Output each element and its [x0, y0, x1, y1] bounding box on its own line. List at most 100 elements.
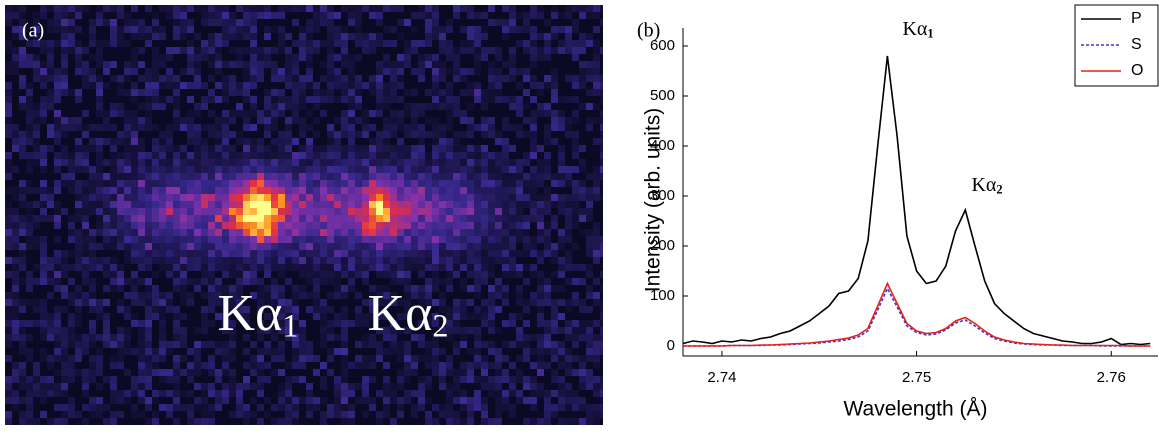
image-pixel: [369, 152, 376, 159]
image-pixel: [110, 257, 117, 264]
image-pixel: [467, 89, 474, 96]
image-pixel: [292, 243, 299, 250]
image-pixel: [110, 229, 117, 236]
image-pixel: [166, 75, 173, 82]
image-pixel: [187, 26, 194, 33]
image-pixel: [453, 47, 460, 54]
image-pixel: [341, 236, 348, 243]
image-pixel: [530, 173, 537, 180]
image-pixel: [593, 376, 600, 383]
image-pixel: [565, 264, 572, 271]
image-pixel: [551, 222, 558, 229]
image-pixel: [551, 390, 558, 397]
image-pixel: [68, 320, 75, 327]
image-pixel: [138, 257, 145, 264]
image-pixel: [537, 110, 544, 117]
image-pixel: [173, 229, 180, 236]
image-pixel: [460, 208, 467, 215]
image-pixel: [264, 47, 271, 54]
image-pixel: [593, 243, 600, 250]
image-pixel: [285, 404, 292, 411]
image-pixel: [201, 257, 208, 264]
image-pixel: [523, 229, 530, 236]
image-pixel: [544, 33, 551, 40]
image-pixel: [488, 383, 495, 390]
image-pixel: [173, 124, 180, 131]
image-pixel: [313, 96, 320, 103]
image-pixel: [579, 320, 586, 327]
image-pixel: [502, 222, 509, 229]
image-pixel: [61, 61, 68, 68]
image-pixel: [453, 12, 460, 19]
image-pixel: [103, 159, 110, 166]
image-pixel: [355, 19, 362, 26]
image-pixel: [383, 271, 390, 278]
image-pixel: [138, 47, 145, 54]
image-pixel: [201, 404, 208, 411]
image-pixel: [432, 159, 439, 166]
image-pixel: [453, 173, 460, 180]
image-pixel: [558, 180, 565, 187]
image-pixel: [40, 376, 47, 383]
image-pixel: [243, 257, 250, 264]
image-pixel: [117, 362, 124, 369]
image-pixel: [558, 243, 565, 250]
image-pixel: [89, 33, 96, 40]
image-pixel: [173, 166, 180, 173]
image-pixel: [558, 47, 565, 54]
image-pixel: [47, 334, 54, 341]
image-pixel: [5, 292, 12, 299]
image-pixel: [166, 348, 173, 355]
image-pixel: [341, 257, 348, 264]
image-pixel: [397, 369, 404, 376]
image-pixel: [432, 229, 439, 236]
image-pixel: [243, 138, 250, 145]
image-pixel: [334, 215, 341, 222]
image-pixel: [187, 54, 194, 61]
image-pixel: [159, 75, 166, 82]
image-pixel: [201, 327, 208, 334]
image-pixel: [285, 124, 292, 131]
image-pixel: [341, 229, 348, 236]
image-pixel: [327, 222, 334, 229]
image-pixel: [341, 180, 348, 187]
image-pixel: [313, 250, 320, 257]
image-pixel: [82, 383, 89, 390]
image-pixel: [131, 411, 138, 418]
image-pixel: [523, 19, 530, 26]
image-pixel: [292, 355, 299, 362]
image-pixel: [474, 54, 481, 61]
image-pixel: [40, 187, 47, 194]
image-pixel: [565, 12, 572, 19]
image-pixel: [243, 222, 250, 229]
image-pixel: [285, 243, 292, 250]
image-pixel: [334, 411, 341, 418]
image-pixel: [222, 40, 229, 47]
image-pixel: [495, 180, 502, 187]
image-pixel: [96, 152, 103, 159]
image-pixel: [250, 278, 257, 285]
image-pixel: [551, 26, 558, 33]
image-pixel: [250, 229, 257, 236]
image-pixel: [537, 278, 544, 285]
image-pixel: [593, 390, 600, 397]
image-pixel: [187, 173, 194, 180]
image-pixel: [509, 313, 516, 320]
image-pixel: [446, 201, 453, 208]
image-pixel: [341, 201, 348, 208]
image-pixel: [418, 159, 425, 166]
image-pixel: [61, 418, 68, 425]
image-pixel: [5, 12, 12, 19]
image-pixel: [12, 54, 19, 61]
image-pixel: [89, 138, 96, 145]
image-pixel: [5, 397, 12, 404]
image-pixel: [544, 131, 551, 138]
image-pixel: [12, 145, 19, 152]
image-pixel: [369, 75, 376, 82]
image-pixel: [362, 250, 369, 257]
image-pixel: [474, 82, 481, 89]
image-pixel: [194, 383, 201, 390]
image-pixel: [348, 159, 355, 166]
image-pixel: [82, 369, 89, 376]
image-pixel: [355, 264, 362, 271]
